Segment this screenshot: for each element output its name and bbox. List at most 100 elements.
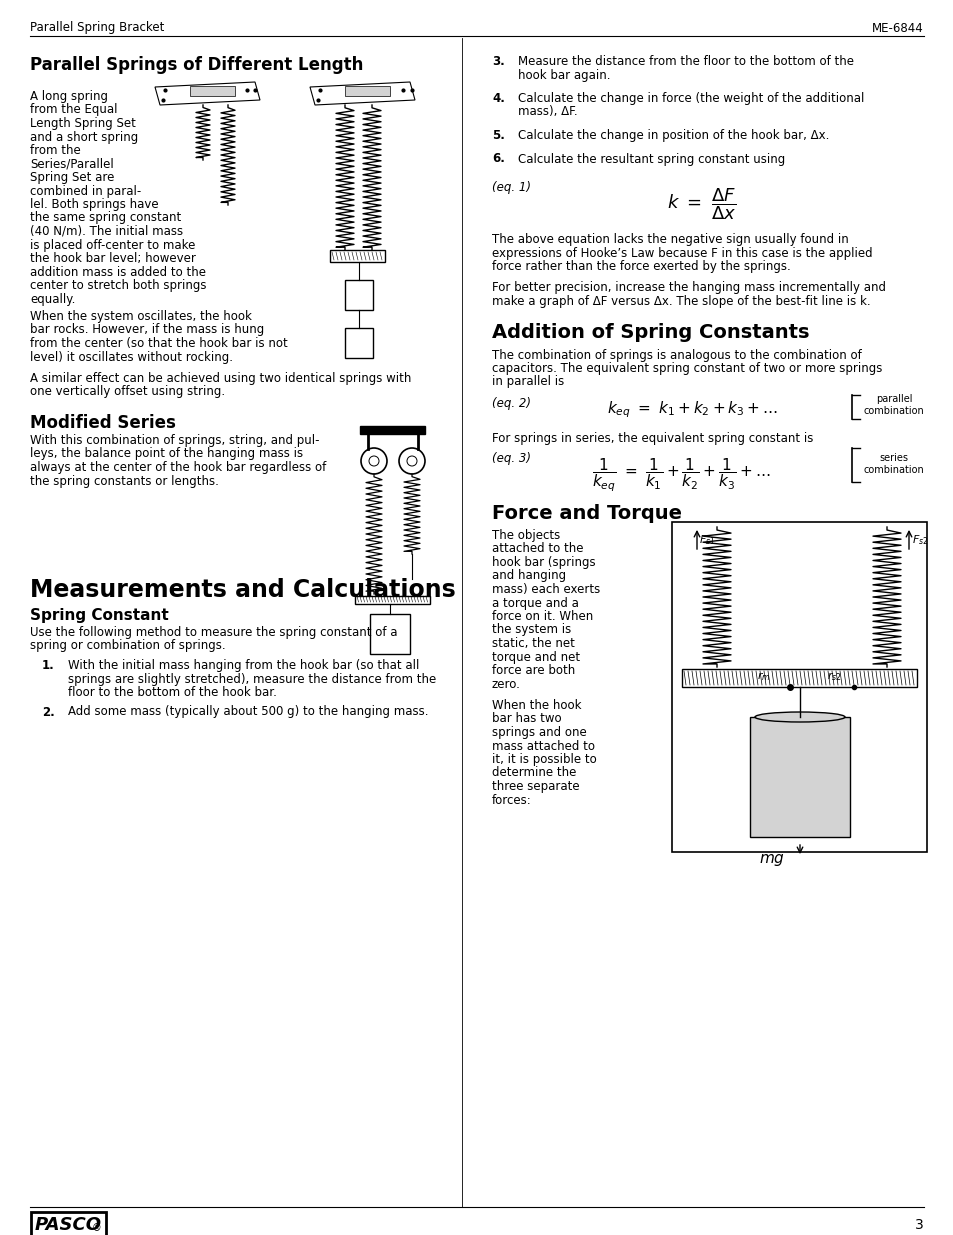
Text: Use the following method to measure the spring constant of a: Use the following method to measure the … <box>30 626 397 638</box>
Text: Addition of Spring Constants: Addition of Spring Constants <box>492 324 809 342</box>
FancyBboxPatch shape <box>345 86 390 96</box>
Text: bar has two: bar has two <box>492 713 561 725</box>
Text: force on it. When: force on it. When <box>492 610 593 622</box>
Text: force rather than the force exerted by the springs.: force rather than the force exerted by t… <box>492 261 790 273</box>
Text: $F_{s1}$: $F_{s1}$ <box>699 534 715 547</box>
Ellipse shape <box>754 713 844 722</box>
Text: $r_{s2}$: $r_{s2}$ <box>826 671 841 683</box>
Text: determine the: determine the <box>492 767 576 779</box>
Text: $F_{s2}$: $F_{s2}$ <box>911 534 927 547</box>
Text: Length Spring Set: Length Spring Set <box>30 117 135 130</box>
Text: combined in paral-: combined in paral- <box>30 184 141 198</box>
Text: The above equation lacks the negative sign usually found in: The above equation lacks the negative si… <box>492 233 848 246</box>
Text: leys, the balance point of the hanging mass is: leys, the balance point of the hanging m… <box>30 447 303 461</box>
FancyBboxPatch shape <box>370 614 410 655</box>
Text: Add some mass (typically about 500 g) to the hanging mass.: Add some mass (typically about 500 g) to… <box>68 705 428 719</box>
Bar <box>355 597 430 604</box>
Text: is placed off-center to make: is placed off-center to make <box>30 238 195 252</box>
Text: it, it is possible to: it, it is possible to <box>492 753 597 766</box>
Text: Series/Parallel: Series/Parallel <box>30 158 113 170</box>
Text: $\dfrac{1}{k_{eq}}\ =\ \dfrac{1}{k_1} + \dfrac{1}{k_2} + \dfrac{1}{k_3} + \ldots: $\dfrac{1}{k_{eq}}\ =\ \dfrac{1}{k_1} + … <box>592 457 770 494</box>
Text: For springs in series, the equivalent spring constant is: For springs in series, the equivalent sp… <box>492 432 813 445</box>
Text: mass) each exerts: mass) each exerts <box>492 583 599 597</box>
Text: hook bar (springs: hook bar (springs <box>492 556 595 569</box>
Text: expressions of Hooke’s Law because F in this case is the applied: expressions of Hooke’s Law because F in … <box>492 247 872 259</box>
Text: (40 N/m). The initial mass: (40 N/m). The initial mass <box>30 225 183 238</box>
Text: Modified Series: Modified Series <box>30 414 175 432</box>
FancyBboxPatch shape <box>749 718 849 837</box>
Text: the system is: the system is <box>492 624 571 636</box>
Text: Spring Constant: Spring Constant <box>30 608 169 622</box>
Text: torque and net: torque and net <box>492 651 579 663</box>
Bar <box>359 426 424 433</box>
Text: Calculate the resultant spring constant using: Calculate the resultant spring constant … <box>517 152 784 165</box>
Text: center to stretch both springs: center to stretch both springs <box>30 279 206 291</box>
Text: the spring constants or lengths.: the spring constants or lengths. <box>30 474 218 488</box>
Text: $r_m$: $r_m$ <box>757 671 770 683</box>
Text: 1.: 1. <box>42 659 54 672</box>
Text: The objects: The objects <box>492 529 559 542</box>
Bar <box>681 669 916 687</box>
Text: from the: from the <box>30 144 81 157</box>
Text: With this combination of springs, string, and pul-: With this combination of springs, string… <box>30 433 319 447</box>
Text: the hook bar level; however: the hook bar level; however <box>30 252 195 266</box>
Text: Calculate the change in force (the weight of the additional: Calculate the change in force (the weigh… <box>517 91 863 105</box>
Text: When the hook: When the hook <box>492 699 581 713</box>
Text: springs and one: springs and one <box>492 726 586 739</box>
Text: zero.: zero. <box>492 678 520 690</box>
Text: $mg$: $mg$ <box>759 852 784 868</box>
Polygon shape <box>154 82 260 105</box>
Text: level) it oscillates without rocking.: level) it oscillates without rocking. <box>30 351 233 363</box>
FancyBboxPatch shape <box>345 280 373 310</box>
Text: Spring Set are: Spring Set are <box>30 170 114 184</box>
Text: addition mass is added to the: addition mass is added to the <box>30 266 206 279</box>
Bar <box>671 522 926 852</box>
Text: Measurements and Calculations: Measurements and Calculations <box>30 578 456 601</box>
Text: 5.: 5. <box>492 128 504 142</box>
Text: from the center (so that the hook bar is not: from the center (so that the hook bar is… <box>30 337 288 350</box>
Text: and hanging: and hanging <box>492 569 565 583</box>
Text: The combination of springs is analogous to the combination of: The combination of springs is analogous … <box>492 348 861 362</box>
Text: one vertically offset using string.: one vertically offset using string. <box>30 385 225 399</box>
Text: static, the net: static, the net <box>492 637 575 650</box>
Text: $k\ =\ \dfrac{\Delta F}{\Delta x}$: $k\ =\ \dfrac{\Delta F}{\Delta x}$ <box>666 186 736 221</box>
Text: equally.: equally. <box>30 293 75 305</box>
Text: With the initial mass hanging from the hook bar (so that all: With the initial mass hanging from the h… <box>68 659 419 672</box>
FancyBboxPatch shape <box>345 329 373 358</box>
Text: from the Equal: from the Equal <box>30 104 117 116</box>
Text: make a graph of ΔF versus Δx. The slope of the best-fit line is k.: make a graph of ΔF versus Δx. The slope … <box>492 295 870 308</box>
Text: mass), ΔF.: mass), ΔF. <box>517 105 577 119</box>
Text: the same spring constant: the same spring constant <box>30 211 181 225</box>
Text: (eq. 3): (eq. 3) <box>492 452 531 466</box>
Text: A long spring: A long spring <box>30 90 108 103</box>
Text: spring or combination of springs.: spring or combination of springs. <box>30 640 226 652</box>
Text: For better precision, increase the hanging mass incrementally and: For better precision, increase the hangi… <box>492 282 885 294</box>
Text: floor to the bottom of the hook bar.: floor to the bottom of the hook bar. <box>68 685 276 699</box>
Text: a torque and a: a torque and a <box>492 597 578 610</box>
Text: Calculate the change in position of the hook bar, Δx.: Calculate the change in position of the … <box>517 128 828 142</box>
Text: three separate: three separate <box>492 781 579 793</box>
Text: ME-6844: ME-6844 <box>871 21 923 35</box>
Text: forces:: forces: <box>492 794 531 806</box>
Text: series
combination: series combination <box>863 453 923 474</box>
Text: When the system oscillates, the hook: When the system oscillates, the hook <box>30 310 252 324</box>
Text: (eq. 1): (eq. 1) <box>492 182 531 194</box>
Text: A similar effect can be achieved using two identical springs with: A similar effect can be achieved using t… <box>30 372 411 385</box>
Text: in parallel is: in parallel is <box>492 375 563 389</box>
Text: 6.: 6. <box>492 152 504 165</box>
Text: lel. Both springs have: lel. Both springs have <box>30 198 158 211</box>
Text: Parallel Springs of Different Length: Parallel Springs of Different Length <box>30 56 363 74</box>
FancyBboxPatch shape <box>330 249 385 262</box>
Text: 3.: 3. <box>492 56 504 68</box>
Text: 2.: 2. <box>42 705 54 719</box>
FancyBboxPatch shape <box>190 86 234 96</box>
Text: parallel
combination: parallel combination <box>863 394 923 416</box>
Text: Force and Torque: Force and Torque <box>492 504 681 522</box>
Text: ®: ® <box>91 1223 102 1233</box>
Text: hook bar again.: hook bar again. <box>517 68 610 82</box>
Text: bar rocks. However, if the mass is hung: bar rocks. However, if the mass is hung <box>30 324 264 336</box>
Text: Measure the distance from the floor to the bottom of the: Measure the distance from the floor to t… <box>517 56 853 68</box>
Text: 4.: 4. <box>492 91 504 105</box>
Text: Parallel Spring Bracket: Parallel Spring Bracket <box>30 21 164 35</box>
Text: $k_{eq}\ =\ k_1 + k_2 + k_3 + \ldots$: $k_{eq}\ =\ k_1 + k_2 + k_3 + \ldots$ <box>606 399 778 420</box>
